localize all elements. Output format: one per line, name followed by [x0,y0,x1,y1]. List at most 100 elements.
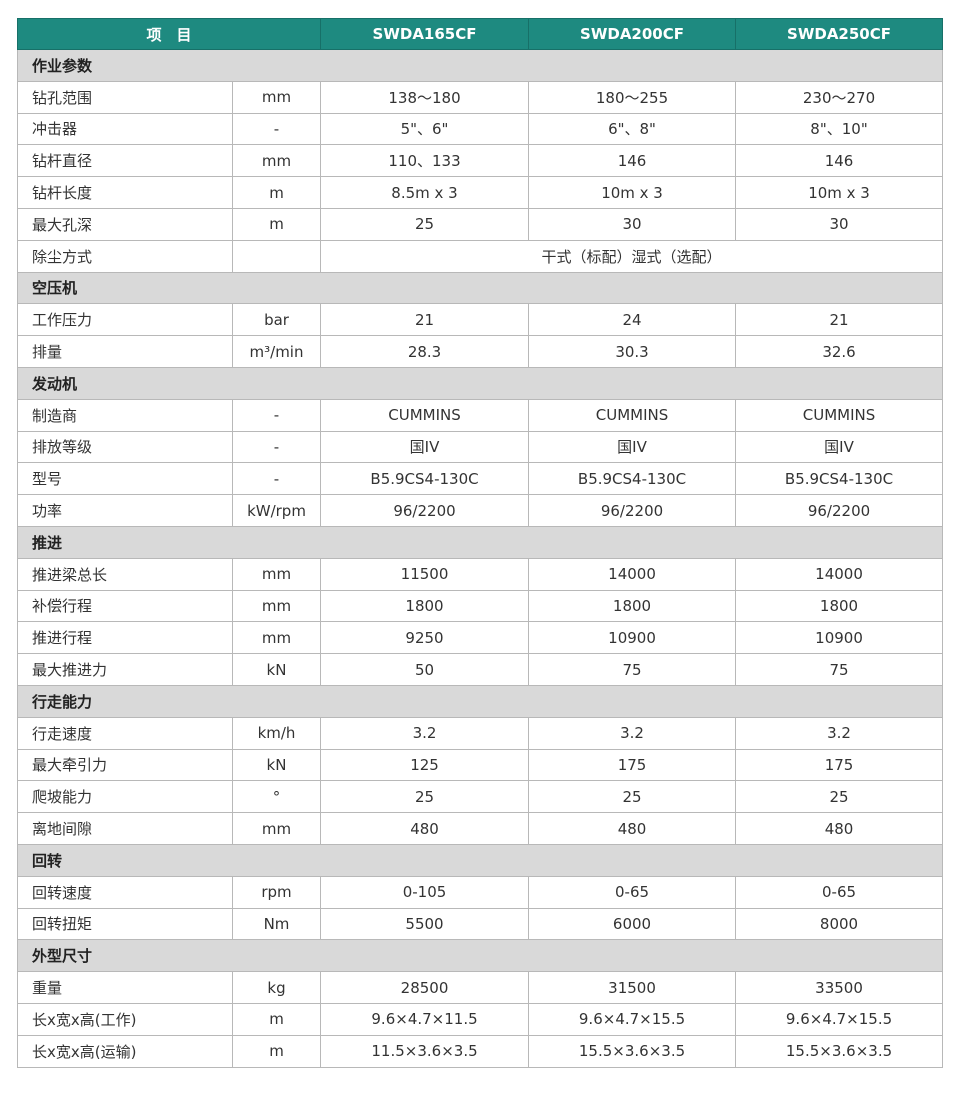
table-row: 离地间隙 mm 480 480 480 [17,812,944,845]
row-value: 96/2200 [735,494,944,527]
row-value: 5500 [320,907,530,941]
table-row: 最大孔深 m 25 30 30 [17,207,944,241]
row-value: 9250 [320,621,530,655]
row-value: 30.3 [528,335,737,368]
row-unit: m [231,1034,322,1068]
row-value: 国IV [320,430,530,464]
row-value: B5.9CS4-130C [320,462,530,496]
section-title: 回转 [16,843,944,877]
row-value: 175 [528,748,737,782]
row-unit: mm [231,621,322,655]
table-row: 补偿行程 mm 1800 1800 1800 [17,589,944,623]
row-item: 推进梁总长 [17,557,233,591]
row-unit: - [231,462,322,496]
table-row: 功率 kW/rpm 96/2200 96/2200 96/2200 [17,494,944,527]
row-item: 功率 [17,494,233,527]
row-unit: km/h [231,716,322,750]
row-unit: kW/rpm [231,494,322,527]
row-value: 1800 [528,589,737,623]
row-unit: mm [231,557,322,591]
row-unit: ° [231,780,322,814]
row-value: 14000 [528,557,737,591]
row-value: 14000 [735,557,944,591]
section-row: 推进 [16,525,944,559]
row-value: 9.6×4.7×11.5 [320,1002,530,1036]
row-value: CUMMINS [735,398,944,432]
row-value: 11500 [320,557,530,591]
row-value: 30 [735,207,944,241]
row-unit: mm [231,144,322,178]
row-value: 175 [735,748,944,782]
row-value: 0-65 [735,875,944,909]
section-row: 发动机 [16,366,944,400]
row-unit: - [231,430,322,464]
row-value: 96/2200 [320,494,530,527]
row-value: 146 [735,144,944,178]
section-title: 行走能力 [16,684,944,718]
row-item: 长x宽x高(工作) [17,1002,233,1036]
row-unit: mm [231,589,322,623]
row-value: 6"、8" [528,112,737,146]
header-row: 项 目 SWDA165CF SWDA200CF SWDA250CF [16,18,944,50]
row-unit: mm [231,812,322,845]
table-row: 钻孔范围 mm 138～180 180～255 230～270 [17,80,944,114]
row-value: 0-65 [528,875,737,909]
row-value: B5.9CS4-130C [735,462,944,496]
section-row: 外型尺寸 [16,939,944,973]
row-unit: - [231,112,322,146]
row-value: 21 [735,303,944,337]
header-model: SWDA165CF [320,18,530,50]
row-item: 钻杆长度 [17,176,233,209]
table-row: 回转扭矩 Nm 5500 6000 8000 [17,907,944,941]
row-unit: m [231,207,322,241]
row-item: 推进行程 [17,621,233,655]
row-value: 25 [528,780,737,814]
row-value: 15.5×3.6×3.5 [528,1034,737,1068]
row-value: 32.6 [735,335,944,368]
row-item: 制造商 [17,398,233,432]
section-title: 空压机 [16,271,944,305]
header-model: SWDA200CF [528,18,737,50]
row-item: 工作压力 [17,303,233,337]
row-value: 9.6×4.7×15.5 [735,1002,944,1036]
row-value: 8"、10" [735,112,944,146]
row-value: 3.2 [320,716,530,750]
row-value: 0-105 [320,875,530,909]
row-value: 8.5m x 3 [320,176,530,209]
row-item: 最大牵引力 [17,748,233,782]
table-row: 型号 - B5.9CS4-130C B5.9CS4-130C B5.9CS4-130C [17,462,944,496]
spec-body: 作业参数 钻孔范围 mm 138～180 180～255 230～270 冲击器 -5"、6"… [16,49,944,1068]
row-value: 28500 [320,971,530,1004]
header-item: 项 目 [16,18,322,50]
row-unit: Nm [231,907,322,941]
row-item: 回转速度 [17,875,233,909]
row-item: 钻孔范围 [17,80,233,114]
row-value: 1800 [735,589,944,623]
row-value: 11.5×3.6×3.5 [320,1034,530,1068]
row-value: 31500 [528,971,737,1004]
row-value: 国IV [528,430,737,464]
table-row: 推进梁总长 mm 11500 14000 14000 [17,557,944,591]
table-row: 最大推进力 kN 50 75 75 [17,653,944,686]
section-title: 外型尺寸 [16,939,944,973]
table-row: 回转速度 rpm 0-105 0-65 0-65 [17,875,944,909]
row-item: 长x宽x高(运输) [17,1034,233,1068]
row-value: 24 [528,303,737,337]
table-row: 行走速度 km/h 3.2 3.2 3.2 [17,716,944,750]
row-value: 110、133 [320,144,530,178]
table-row: 除尘方式 干式（标配）湿式（选配） [17,239,944,273]
row-unit: rpm [231,875,322,909]
table-row: 重量 kg 28500 31500 33500 [17,971,944,1004]
row-item: 钻杆直径 [17,144,233,178]
table-row: 工作压力 bar 21 24 21 [17,303,944,337]
row-value: 10m x 3 [528,176,737,209]
table-row: 长x宽x高(运输) m 11.5×3.6×3.5 15.5×3.6×3.5 15.5×3… [17,1034,944,1068]
table-row: 钻杆长度 m 8.5m x 3 10m x 3 10m x 3 [17,176,944,209]
row-value: 146 [528,144,737,178]
section-title: 作业参数 [16,49,944,82]
row-value: 480 [735,812,944,845]
row-item: 最大孔深 [17,207,233,241]
row-value: 25 [320,780,530,814]
row-value: 8000 [735,907,944,941]
section-title: 发动机 [16,366,944,400]
